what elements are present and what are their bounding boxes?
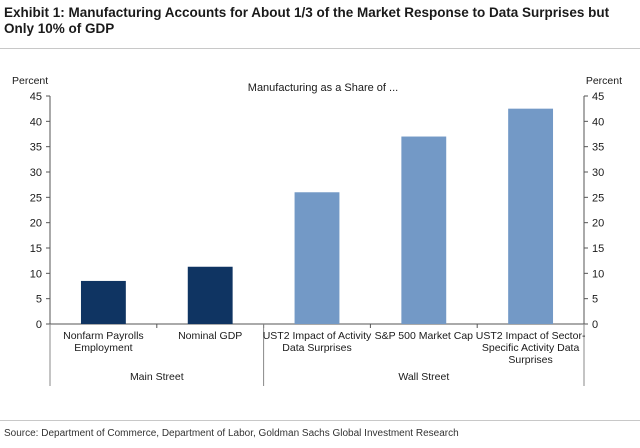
y-tick-label-left: 25 bbox=[30, 192, 42, 204]
group-label: Wall Street bbox=[398, 371, 449, 383]
y-tick-label-left: 40 bbox=[30, 116, 42, 128]
category-label: UST2 Impact of Activity bbox=[263, 330, 372, 342]
y-axis-label-left: Percent bbox=[12, 75, 48, 87]
y-tick-label-right: 10 bbox=[592, 268, 604, 280]
category-label: Nominal GDP bbox=[178, 330, 242, 342]
category-label: Data Surprises bbox=[282, 342, 351, 354]
source-note: Source: Department of Commerce, Departme… bbox=[4, 428, 459, 439]
y-tick-label-left: 45 bbox=[30, 91, 42, 103]
y-axis-label-right: Percent bbox=[586, 75, 622, 87]
y-tick-label-left: 5 bbox=[36, 294, 42, 306]
bar bbox=[187, 266, 233, 324]
category-label: Employment bbox=[74, 342, 132, 354]
category-label: UST2 Impact of Sector- bbox=[476, 330, 586, 342]
y-tick-label-right: 30 bbox=[592, 167, 604, 179]
chart-subtitle: Manufacturing as a Share of ... bbox=[248, 82, 398, 94]
y-tick-label-right: 35 bbox=[592, 142, 604, 154]
y-tick-label-left: 15 bbox=[30, 243, 42, 255]
y-tick-label-left: 35 bbox=[30, 142, 42, 154]
bar bbox=[294, 192, 340, 324]
bar bbox=[80, 280, 126, 324]
exhibit-title: Exhibit 1: Manufacturing Accounts for Ab… bbox=[4, 5, 610, 36]
y-tick-label-left: 10 bbox=[30, 268, 42, 280]
top-divider bbox=[0, 48, 640, 49]
category-label: Surprises bbox=[508, 354, 552, 366]
y-tick-label-right: 45 bbox=[592, 91, 604, 103]
category-label: Specific Activity Data bbox=[482, 342, 580, 354]
y-tick-label-right: 20 bbox=[592, 218, 604, 230]
y-tick-label-left: 30 bbox=[30, 167, 42, 179]
category-label: S&P 500 Market Cap bbox=[375, 330, 474, 342]
y-tick-label-right: 40 bbox=[592, 116, 604, 128]
bar bbox=[508, 108, 554, 325]
y-tick-label-left: 20 bbox=[30, 218, 42, 230]
group-label: Main Street bbox=[130, 371, 184, 383]
y-tick-label-left: 0 bbox=[36, 319, 42, 331]
category-label: Nonfarm Payrolls bbox=[63, 330, 144, 342]
bar bbox=[401, 136, 447, 324]
bars bbox=[80, 108, 554, 325]
y-tick-label-right: 25 bbox=[592, 192, 604, 204]
y-tick-label-right: 15 bbox=[592, 243, 604, 255]
y-tick-label-right: 0 bbox=[592, 319, 598, 331]
y-tick-label-right: 5 bbox=[592, 294, 598, 306]
bottom-divider bbox=[0, 420, 640, 421]
bar-chart: Percent Percent Manufacturing as a Share… bbox=[12, 75, 622, 386]
